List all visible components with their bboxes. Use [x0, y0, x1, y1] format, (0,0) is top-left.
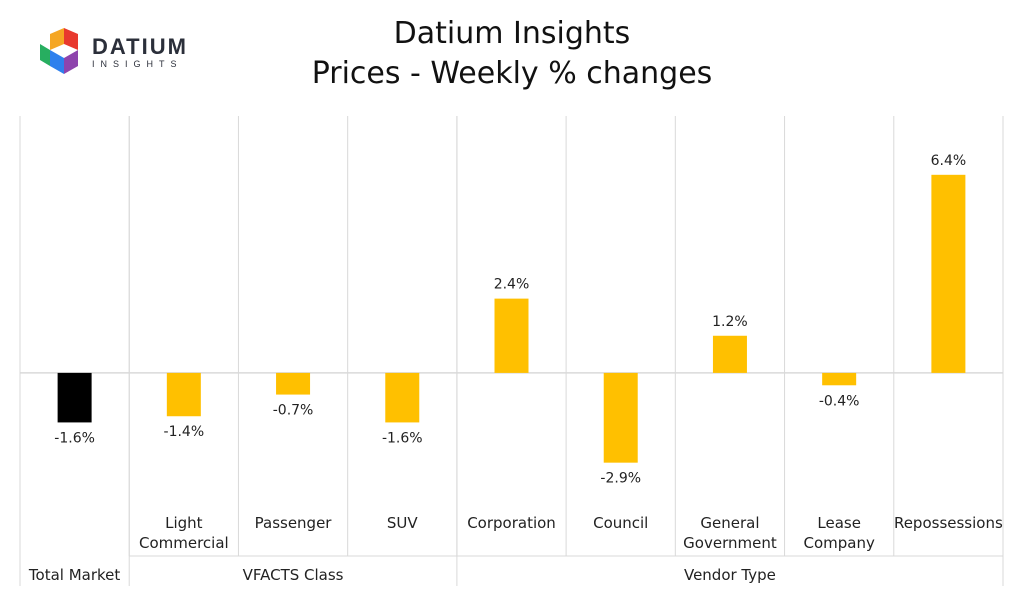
category-label: Total Market — [28, 566, 120, 584]
chart-subtitle: Prices - Weekly % changes — [311, 56, 713, 91]
bar — [166, 372, 201, 417]
logo-shape-purple — [64, 50, 78, 74]
group-label: Vendor Type — [684, 566, 776, 584]
bar — [603, 372, 638, 463]
bar — [385, 372, 420, 423]
category-label: General — [700, 514, 759, 532]
bar — [57, 372, 92, 423]
data-label: 1.2% — [712, 314, 748, 330]
data-label: -2.9% — [600, 471, 641, 487]
logo-text: DATIUM INSIGHTS — [92, 36, 188, 70]
bar — [494, 298, 529, 373]
data-label: 6.4% — [931, 153, 967, 169]
logo-shape-orange — [50, 28, 64, 50]
bar — [712, 335, 747, 373]
data-label: -1.6% — [54, 430, 95, 446]
category-label: Repossessions — [894, 514, 1003, 532]
category-label: Light — [165, 514, 203, 532]
data-label: -1.6% — [382, 430, 423, 446]
category-label: Commercial — [139, 534, 229, 552]
data-label: -0.4% — [819, 393, 860, 409]
category-label: SUV — [387, 514, 419, 532]
logo-name: DATIUM — [92, 34, 188, 59]
chart-title: Datium Insights — [393, 16, 631, 51]
bar — [276, 372, 311, 395]
category-label: Corporation — [467, 514, 556, 532]
logo-shape-green — [40, 44, 50, 66]
bar — [822, 372, 857, 386]
category-label: Company — [803, 534, 874, 552]
category-label: Lease — [817, 514, 861, 532]
datium-logo — [40, 28, 78, 74]
data-label: 2.4% — [494, 277, 530, 293]
category-label: Government — [683, 534, 777, 552]
category-label: Council — [593, 514, 648, 532]
logo-shape-blue — [50, 50, 64, 74]
data-label: -1.4% — [164, 424, 205, 440]
logo-shape-red — [64, 28, 78, 50]
bar — [931, 174, 966, 373]
data-label: -0.7% — [273, 403, 314, 419]
logo-tagline: INSIGHTS — [92, 59, 183, 69]
group-label: VFACTS Class — [243, 566, 344, 584]
category-label: Passenger — [255, 514, 333, 532]
